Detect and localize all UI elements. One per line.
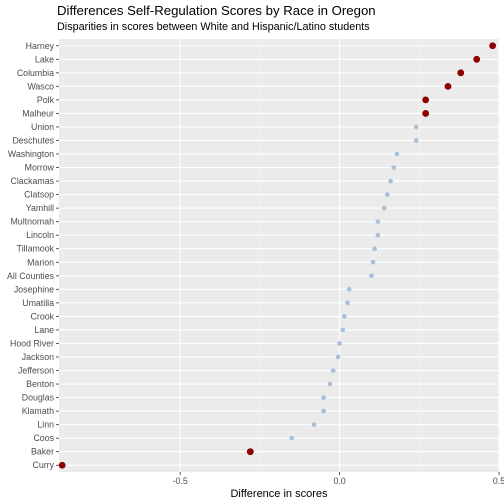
y-tick-label: Wasco [27,81,54,91]
highlighted-point [422,110,429,117]
y-tick-label: Washington [8,149,54,159]
y-tick-label: Coos [33,433,54,443]
y-tick-label: Benton [26,379,54,389]
highlighted-point [59,462,66,469]
y-tick-label: Morrow [25,163,55,173]
data-point [369,273,374,278]
data-point [345,301,350,306]
data-point [414,125,419,130]
y-axis: Harney Lake Columbia Wasco Polk Malheur Union D… [7,41,59,470]
y-tick-label: Polk [37,95,55,105]
y-tick-label: Marion [27,257,54,267]
data-point [312,422,317,427]
y-tick-label: Union [31,122,54,132]
data-point [336,355,341,360]
x-axis: -0.5 0.0 0.5 [173,472,504,486]
highlighted-point [247,448,254,455]
y-tick-label: Baker [31,447,54,457]
data-point [331,368,336,373]
y-tick-label: Curry [32,460,54,470]
x-tick-label: 0.0 [333,476,345,486]
y-tick-label: Yamhill [26,203,54,213]
y-tick-label: Clackamas [10,176,54,186]
y-tick-label: All Counties [7,271,55,281]
y-tick-label: Crook [31,311,55,321]
x-tick-label: -0.5 [173,476,188,486]
data-point [376,233,381,238]
y-tick-label: Jefferson [18,366,54,376]
y-tick-label: Clatsop [24,190,54,200]
data-point [372,246,377,251]
data-point [414,138,419,143]
y-tick-label: Multnomah [10,217,54,227]
data-point [382,206,387,211]
data-point [328,382,333,387]
data-point [347,287,352,292]
data-point [340,328,345,333]
highlighted-point [489,42,496,49]
y-tick-label: Linn [37,420,54,430]
data-point [376,219,381,224]
plot-panel [59,39,499,472]
y-tick-label: Deschutes [12,135,54,145]
highlighted-point [473,56,480,63]
data-point [342,314,347,319]
y-tick-label: Umatilla [22,298,54,308]
x-tick-label: 0.5 [493,476,504,486]
y-tick-label: Lane [34,325,54,335]
y-tick-label: Lake [35,54,54,64]
data-point [391,165,396,170]
data-point [385,192,390,197]
y-tick-label: Jackson [22,352,54,362]
data-point [321,409,326,414]
y-tick-label: Tillamook [17,244,55,254]
y-tick-label: Klamath [22,406,54,416]
y-tick-label: Hood River [10,338,54,348]
data-point [289,436,294,441]
highlighted-point [445,83,452,90]
y-tick-label: Douglas [22,393,55,403]
y-tick-label: Malheur [22,108,54,118]
data-point [395,152,400,157]
y-tick-label: Columbia [17,68,54,78]
y-tick-label: Lincoln [26,230,54,240]
x-axis-title: Difference in scores [230,488,328,500]
y-tick-label: Harney [26,41,55,51]
highlighted-point [422,96,429,103]
data-point [337,341,342,346]
highlighted-point [457,69,464,76]
y-tick-label: Josephine [14,284,54,294]
data-point [321,395,326,400]
data-point [388,179,393,184]
data-point [371,260,376,265]
